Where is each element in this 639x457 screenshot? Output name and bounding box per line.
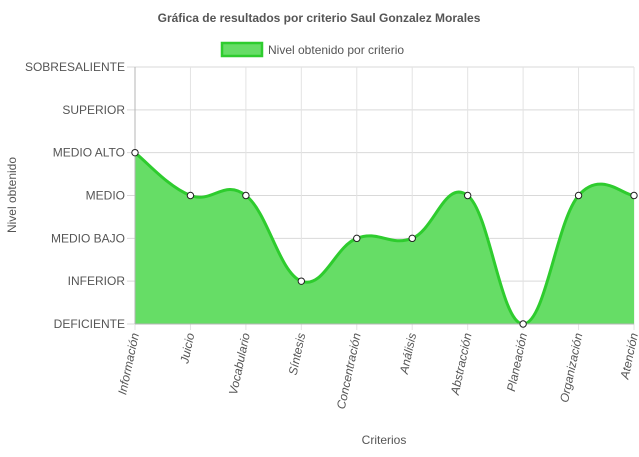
data-point[interactable] xyxy=(353,234,361,243)
y-tick-label: INFERIOR xyxy=(68,274,126,288)
data-point[interactable] xyxy=(242,191,250,200)
series-line xyxy=(134,151,635,326)
data-point[interactable] xyxy=(519,320,527,328)
axes xyxy=(134,67,634,325)
x-tick-label: Síntesis xyxy=(286,332,309,377)
y-tick-label: MEDIO ALTO xyxy=(53,146,125,160)
data-point[interactable] xyxy=(297,277,306,285)
x-tick-label: Información xyxy=(115,331,142,396)
data-point[interactable] xyxy=(574,191,583,200)
series-area xyxy=(134,151,635,326)
legend[interactable]: Nivel obtenido por criterio xyxy=(220,41,404,58)
y-tick-label: SUPERIOR xyxy=(62,103,125,117)
x-tick-label: Atención xyxy=(617,331,639,381)
x-axis-title: Criterios xyxy=(362,433,407,447)
x-tick-labels: Información Juicio Vocabulario Síntesis Conc… xyxy=(115,331,639,410)
data-point[interactable] xyxy=(408,234,416,243)
y-tick-label: DEFICIENTE xyxy=(54,317,125,331)
y-tick-labels: DEFICIENTE INFERIOR MEDIO BAJO MEDIO MEDIO A… xyxy=(25,60,125,331)
x-tick-label: Vocabulario xyxy=(226,331,253,396)
x-tick-label: Juicio xyxy=(177,331,197,365)
x-tick-label: Análisis xyxy=(397,332,420,376)
legend-label: Nivel obtenido por criterio xyxy=(268,43,404,57)
data-point[interactable] xyxy=(131,148,139,157)
y-tick-label: SOBRESALIENTE xyxy=(25,60,125,74)
x-tick-label: Planeación xyxy=(504,331,530,392)
chart-title: Gráfica de resultados por criterio Saul … xyxy=(158,11,481,25)
y-tick-label: MEDIO BAJO xyxy=(51,231,125,245)
legend-swatch xyxy=(220,41,264,58)
data-points xyxy=(131,148,638,328)
x-tick-label: Abstracción xyxy=(448,331,475,397)
data-point[interactable] xyxy=(186,191,195,200)
y-axis-title: Nivel obtenido xyxy=(5,157,19,233)
data-point[interactable] xyxy=(463,191,472,200)
x-tick-label: Concentración xyxy=(334,331,364,410)
x-tick-label: Organización xyxy=(557,331,585,403)
data-point[interactable] xyxy=(630,191,638,200)
y-tick-label: MEDIO xyxy=(86,189,125,203)
